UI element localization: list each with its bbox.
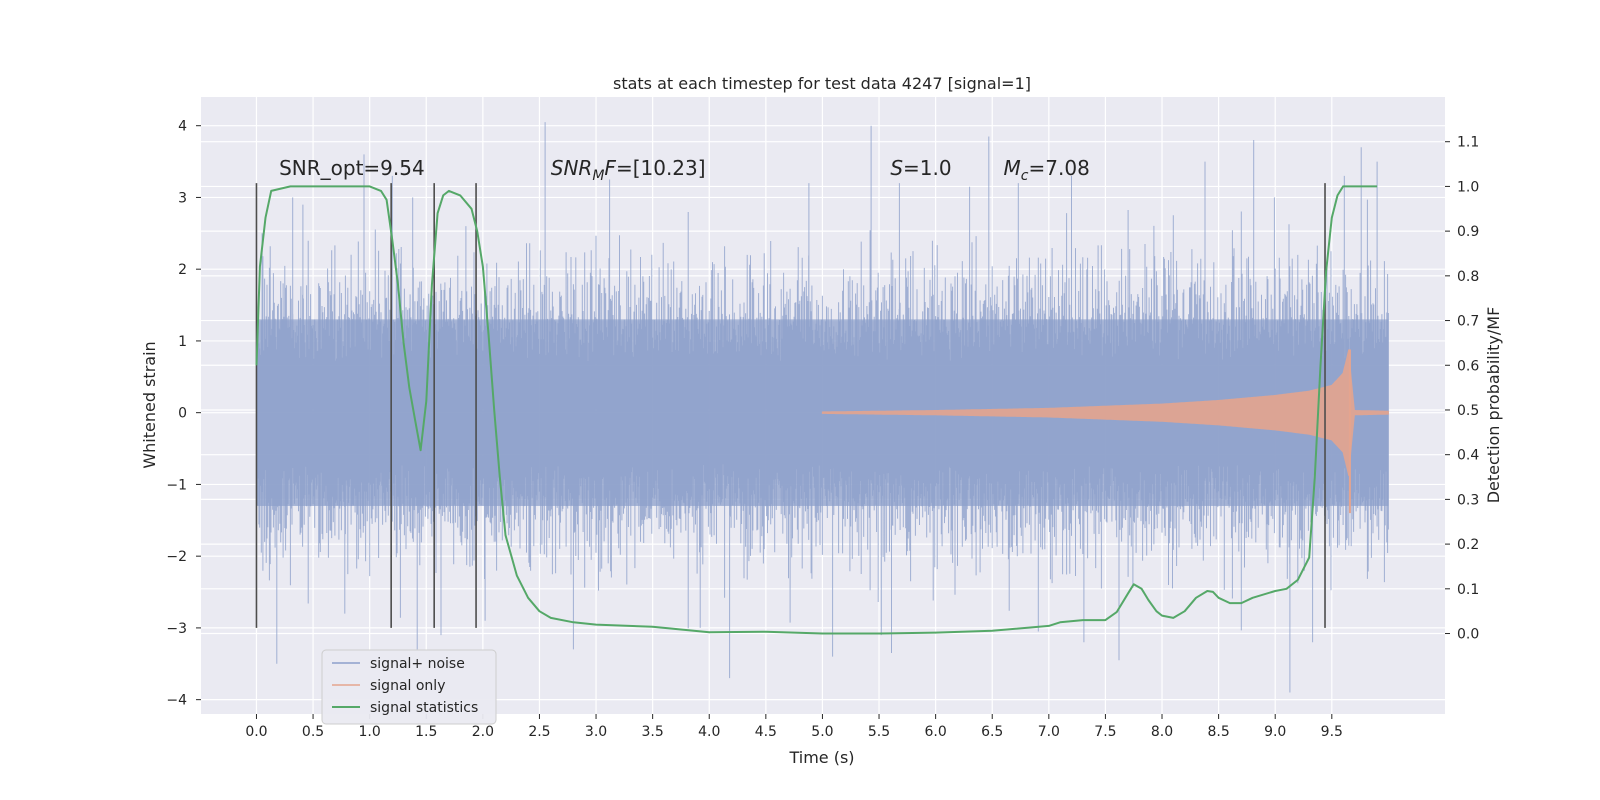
x-tick-label: 9.5 (1321, 724, 1343, 740)
y-axis-label: Whitened strain (140, 341, 159, 468)
x-tick-label: 7.0 (1038, 724, 1060, 740)
y2-tick-label: 0.2 (1457, 537, 1479, 553)
annotation-part: SNR_opt=9.54 (279, 156, 425, 180)
annotation-text: SNR_opt=9.54 (279, 156, 425, 180)
y-tick-label: 2 (178, 262, 187, 278)
annotation-part: =7.08 (1029, 156, 1090, 180)
y-tick-label: −1 (166, 477, 187, 493)
x-tick-label: 4.5 (755, 724, 777, 740)
x-tick-label: 5.5 (868, 724, 890, 740)
x-tick-label: 7.5 (1094, 724, 1116, 740)
legend-box (321, 649, 497, 725)
annotation-part: M (1004, 156, 1021, 180)
y2-tick-label: 0.3 (1457, 492, 1479, 508)
x-tick-label: 0.5 (302, 724, 324, 740)
y-tick-label: 4 (178, 119, 187, 135)
y-tick-label: −4 (166, 693, 187, 709)
annotation-part: M (592, 168, 604, 184)
y-tick-label: −2 (166, 549, 187, 565)
annotation-text: SNRMF=[10.23] (551, 156, 706, 184)
annotation-part: SNR (551, 156, 593, 180)
x-tick-label: 9.0 (1264, 724, 1286, 740)
annotation-text: S=1.0 (890, 156, 951, 180)
y2-tick-label: 0.1 (1457, 582, 1479, 598)
y2-tick-label: 0.8 (1457, 269, 1479, 285)
y2-tick-label: 0.9 (1457, 224, 1479, 240)
legend-label: signal only (370, 678, 445, 694)
x-tick-label: 8.5 (1207, 724, 1229, 740)
data-layer (255, 122, 1389, 693)
annotation-text: Mc=7.08 (1004, 156, 1090, 184)
x-tick-label: 3.0 (585, 724, 607, 740)
x-tick-label: 6.5 (981, 724, 1003, 740)
signal-statistics-series (255, 185, 1378, 635)
signal-only-series (821, 349, 1389, 476)
annotation-part: =1.0 (903, 156, 952, 180)
x-axis-label: Time (s) (788, 748, 854, 767)
x-tick-label: 1.5 (415, 724, 437, 740)
x-tick-label: 8.0 (1151, 724, 1173, 740)
y-tick-label: 3 (178, 190, 187, 206)
y2-tick-label: 1.0 (1457, 179, 1479, 195)
chart-title: stats at each timestep for test data 424… (613, 74, 1031, 93)
y2-axis-label: Detection probability/MF (1484, 307, 1503, 504)
annotations: SNR_opt=9.54 SNRMF=[10.23] S=1.0 Mc=7.08 (279, 156, 1090, 184)
y2-tick-label: 0.7 (1457, 314, 1479, 330)
x-tick-label: 4.0 (698, 724, 720, 740)
legend-label: signal+ noise (370, 656, 465, 672)
axes: 0.0 0.5 1.0 1.5 2.0 2.5 3.0 3.5 4.0 4.5 5.0 5.5 6.0 6… (166, 119, 1479, 740)
y2-tick-label: 1.1 (1457, 135, 1479, 151)
annotation-part: S (890, 156, 903, 180)
annotation-part: c (1021, 168, 1029, 184)
y2-tick-label: 0.5 (1457, 403, 1479, 419)
y-tick-label: 1 (178, 334, 187, 350)
x-tick-label: 3.5 (642, 724, 664, 740)
y-tick-label: 0 (178, 406, 187, 422)
y2-tick-label: 0.6 (1457, 358, 1479, 374)
x-tick-label: 2.5 (528, 724, 550, 740)
x-tick-label: 5.0 (811, 724, 833, 740)
x-tick-label: 6.0 (924, 724, 946, 740)
x-tick-label: 1.0 (359, 724, 381, 740)
annotation-part: F (604, 156, 616, 180)
legend-label: signal statistics (370, 700, 478, 716)
x-tick-label: 2.0 (472, 724, 494, 740)
x-tick-label: 0.0 (245, 724, 267, 740)
legend: signal+ noise signal only signal statistic… (321, 649, 497, 725)
y2-tick-label: 0.0 (1457, 627, 1479, 643)
annotation-part: =[10.23] (616, 156, 706, 180)
y-tick-label: −3 (166, 621, 187, 637)
y2-tick-label: 0.4 (1457, 448, 1479, 464)
